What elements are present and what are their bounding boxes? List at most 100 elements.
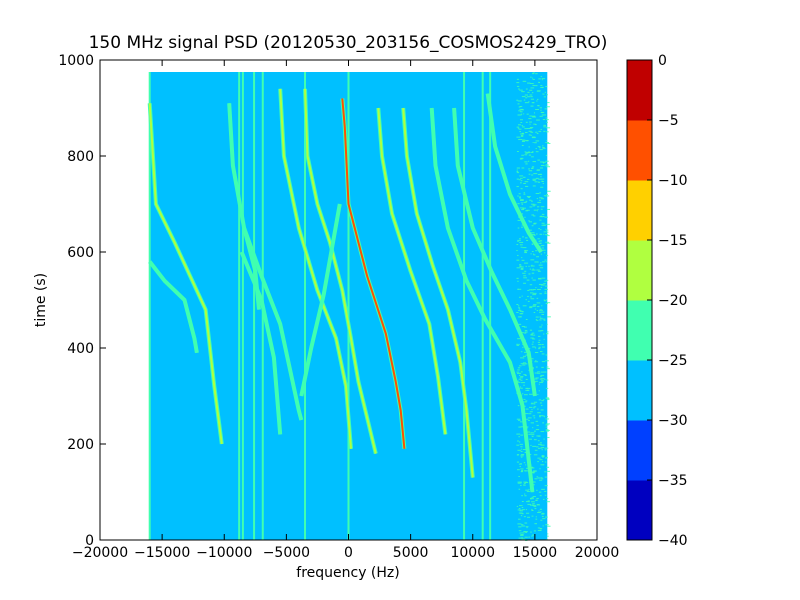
noise-speckle [540,245,545,247]
noise-speckle [518,441,521,443]
noise-speckle [546,299,548,301]
noise-speckle [546,229,549,231]
signal-track [486,93,542,253]
noise-speckle [520,446,523,448]
noise-speckle [531,156,534,158]
noise-speckle [520,177,523,179]
noise-speckle [542,119,546,121]
noise-speckle [543,399,545,401]
noise-speckle [534,347,537,349]
noise-speckle [517,405,520,407]
noise-speckle [528,134,531,136]
noise-speckle [537,457,541,459]
noise-speckle [526,512,530,514]
noise-speckle [546,323,548,325]
noise-speckle [534,478,538,480]
noise-speckle [533,234,536,236]
noise-speckle [532,253,535,255]
noise-speckle [523,282,527,284]
noise-speckle [537,511,541,513]
noise-speckle [528,406,533,408]
noise-speckle [532,341,534,343]
noise-speckle [544,476,548,478]
noise-speckle [544,165,546,167]
noise-speckle [525,163,528,165]
noise-speckle [518,507,521,509]
noise-speckle [524,413,529,415]
noise-speckle [542,455,544,457]
noise-speckle [539,479,543,481]
noise-speckle [533,289,536,291]
noise-speckle [541,114,544,116]
noise-speckle [526,209,530,211]
noise-speckle [542,183,544,185]
noise-speckle [520,454,525,456]
noise-speckle [525,489,529,491]
noise-speckle [525,265,527,267]
noise-speckle [545,524,549,526]
noise-speckle [534,142,537,144]
noise-speckle [527,500,530,502]
noise-speckle [540,330,544,332]
noise-speckle [529,89,533,91]
noise-speckle [540,444,545,446]
noise-speckle [541,213,545,215]
noise-speckle [540,371,545,373]
noise-speckle [516,178,519,180]
noise-speckle [518,426,522,428]
noise-speckle [540,286,543,288]
noise-speckle [531,243,533,245]
noise-speckle [525,250,528,252]
noise-speckle [530,87,535,89]
noise-speckle [534,261,538,263]
noise-speckle [529,284,533,286]
noise-speckle [529,296,533,298]
noise-speckle [527,96,531,98]
noise-speckle [523,401,527,403]
noise-speckle [516,170,519,172]
noise-speckle [546,456,548,458]
noise-speckle [542,148,546,150]
noise-speckle [523,462,526,464]
noise-speckle [535,366,538,368]
noise-speckle [544,449,547,451]
noise-speckle [540,128,542,130]
noise-speckle [516,418,521,420]
y-tick-label: 600 [67,245,94,261]
noise-speckle [520,357,524,359]
noise-speckle [538,240,541,242]
noise-speckle [536,169,540,171]
noise-speckle [530,333,533,335]
noise-speckle [517,369,520,371]
noise-speckle [517,203,520,205]
noise-speckle [541,324,543,326]
noise-speckle [531,214,534,216]
noise-speckle [516,82,520,84]
noise-speckle [546,127,551,129]
noise-speckle [519,377,523,379]
noise-speckle [518,128,522,130]
noise-speckle [521,382,526,384]
noise-speckle [530,151,534,153]
noise-speckle [538,264,543,266]
noise-speckle [533,215,536,217]
colorbar-segment [627,480,652,541]
x-tick-label: 10000 [450,545,495,561]
noise-speckle [522,208,525,210]
noise-speckle [521,538,525,540]
noise-speckle [544,291,547,293]
noise-speckle [528,118,532,120]
noise-speckle [520,180,523,182]
noise-speckle [528,229,532,231]
noise-speckle [530,444,532,446]
noise-speckle [523,99,526,101]
noise-speckle [519,510,523,512]
noise-speckle [533,204,537,206]
noise-speckle [533,530,537,532]
x-axis-label: frequency (Hz) [296,565,399,581]
noise-speckle [541,361,546,363]
noise-speckle [546,208,551,210]
noise-speckle [541,478,544,480]
noise-speckle [547,102,550,104]
noise-speckle [531,472,535,474]
